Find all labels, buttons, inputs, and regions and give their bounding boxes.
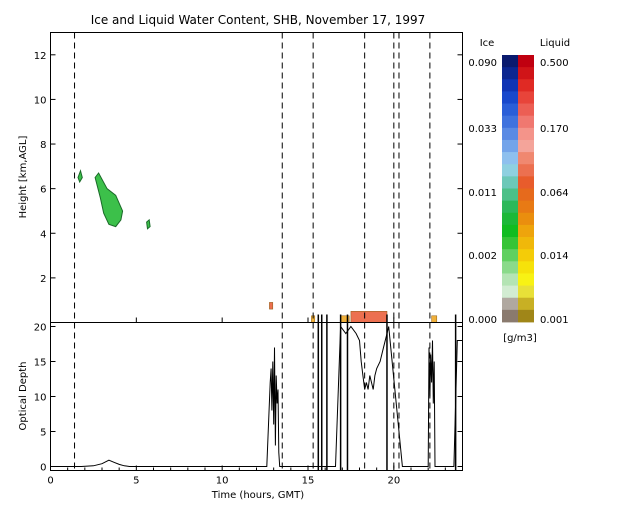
top-y-tick-label-2: 2 [40,274,46,285]
top-panel-data [77,169,438,323]
liquid-cloud-region-5 [431,315,438,323]
colorbar-liquid-swatch [518,297,534,311]
top-y-axis-label: Height [km,AGL] [18,136,29,219]
colorbar-ice-swatch [502,127,518,141]
top-y-tick-label-12: 12 [34,51,47,62]
colorbar-liquid-swatch [518,164,534,177]
colorbar-ice-swatch [502,297,518,311]
bottom-panel: 0 5 10 15 20 Optical Depth [18,322,463,474]
colorbar-liquid-swatch [518,285,534,299]
bottom-y-axis-label: Optical Depth [18,362,29,431]
x-axis-label: Time (hours, GMT) [211,490,305,501]
x-tick-label-0: 0 [47,476,53,487]
bottom-y-tick-label-5: 5 [40,428,46,439]
colorbar-liquid-swatch [518,309,534,323]
colorbar-ice-tick: 0.011 [468,188,497,199]
top-y-tick-label-10: 10 [34,95,47,106]
colorbar-liquid-label: Liquid [540,38,570,49]
colorbar-ice-swatch [502,176,518,189]
colorbar-liquid-swatch [518,103,534,117]
colorbar-ice-swatch [502,285,518,299]
colorbar-ice-swatch [502,164,518,177]
x-tick-label-10: 10 [216,476,229,487]
bottom-y-tick-label-15: 15 [34,358,47,369]
colorbar-liquid-swatch [518,55,534,68]
bottom-panel-data [50,325,463,467]
chart-title: Ice and Liquid Water Content, SHB, Novem… [91,13,426,27]
colorbar-ice-swatch [502,200,518,214]
colorbar-liquid-swatch [518,139,534,153]
event-lines [74,32,457,471]
colorbar-liquid-swatch [518,212,534,226]
bottom-y-tick-label-0: 0 [40,463,46,474]
x-ticks: 0 5 10 15 20 [47,317,463,487]
colorbar-ice-swatch [502,67,518,80]
colorbar-liquid-tick: 0.500 [540,58,569,69]
colorbar-liquid-swatch [518,249,534,262]
bottom-y-ticks: 0 5 10 15 20 [34,323,463,474]
colorbar-liquid-swatch [518,115,534,129]
colorbar-ice-tick: 0.033 [468,124,497,135]
colorbar-liquid-swatch [518,127,534,141]
colorbar-liquid-tick: 0.001 [540,315,569,326]
colorbar-ice-tick: 0.000 [468,315,497,326]
ice-cloud-region-3 [146,218,151,230]
colorbar-ice-swatch [502,139,518,153]
colorbar-ice-swatch [502,91,518,104]
bottom-y-tick-label-10: 10 [34,393,47,404]
bottom-y-tick-label-20: 20 [34,323,47,334]
colorbar-ice-swatch [502,188,518,202]
colorbar-liquid-swatch [518,200,534,214]
colorbar-ice-swatch [502,79,518,92]
colorbar-liquid-tick: 0.014 [540,251,569,262]
colorbar-ice-swatch [502,273,518,286]
top-y-tick-label-6: 6 [40,185,46,196]
optical-depth-line [50,325,463,467]
colorbar-ice-swatch [502,55,518,68]
colorbar-ticks: 0.090 0.033 0.011 0.002 0.000 0.500 0.170 0.064… [468,58,568,326]
colorbar-ice-swatch [502,212,518,226]
colorbar-ice-swatch [502,309,518,323]
colorbar-ice-swatch [502,261,518,274]
colorbar-liquid-swatch [518,152,534,165]
x-tick-label-5: 5 [133,476,139,487]
x-tick-label-20: 20 [387,476,400,487]
ice-cloud-region-1 [77,169,83,184]
ice-cloud-region-2 [94,172,124,228]
liquid-cloud-region-4 [350,311,388,323]
colorbar: Ice Liquid 0.090 0.033 0.011 0.002 0.000 0.50… [468,38,570,344]
top-y-tick-label-8: 8 [40,140,46,151]
colorbar-liquid-swatch [518,273,534,286]
colorbar-ice-swatch [502,224,518,238]
colorbar-ice-swatch [502,152,518,165]
colorbar-liquid-swatch [518,224,534,238]
colorbar-liquid-swatch [518,67,534,80]
top-panel: 2 4 6 8 10 12 Height [km,AGL] [18,32,463,323]
colorbar-swatches [502,55,534,323]
colorbar-liquid-swatch [518,261,534,274]
x-tick-label-15: 15 [302,476,315,487]
top-y-ticks: 2 4 6 8 10 12 [34,51,463,285]
colorbar-liquid-swatch [518,237,534,250]
colorbar-ice-swatch [502,249,518,262]
colorbar-liquid-swatch [518,91,534,104]
liquid-cloud-region-1 [269,302,274,310]
colorbar-ice-swatch [502,237,518,250]
colorbar-ice-tick: 0.002 [468,251,497,262]
top-y-tick-label-4: 4 [40,229,46,240]
colorbar-ice-swatch [502,115,518,129]
colorbar-unit: [g/m3] [503,333,537,344]
colorbar-ice-swatch [502,103,518,117]
colorbar-liquid-swatch [518,188,534,202]
colorbar-liquid-swatch [518,176,534,189]
colorbar-ice-label: Ice [480,38,495,49]
colorbar-liquid-tick: 0.064 [540,188,569,199]
colorbar-liquid-tick: 0.170 [540,124,569,135]
top-panel-frame [50,32,463,323]
colorbar-liquid-swatch [518,79,534,92]
colorbar-ice-tick: 0.090 [468,58,497,69]
